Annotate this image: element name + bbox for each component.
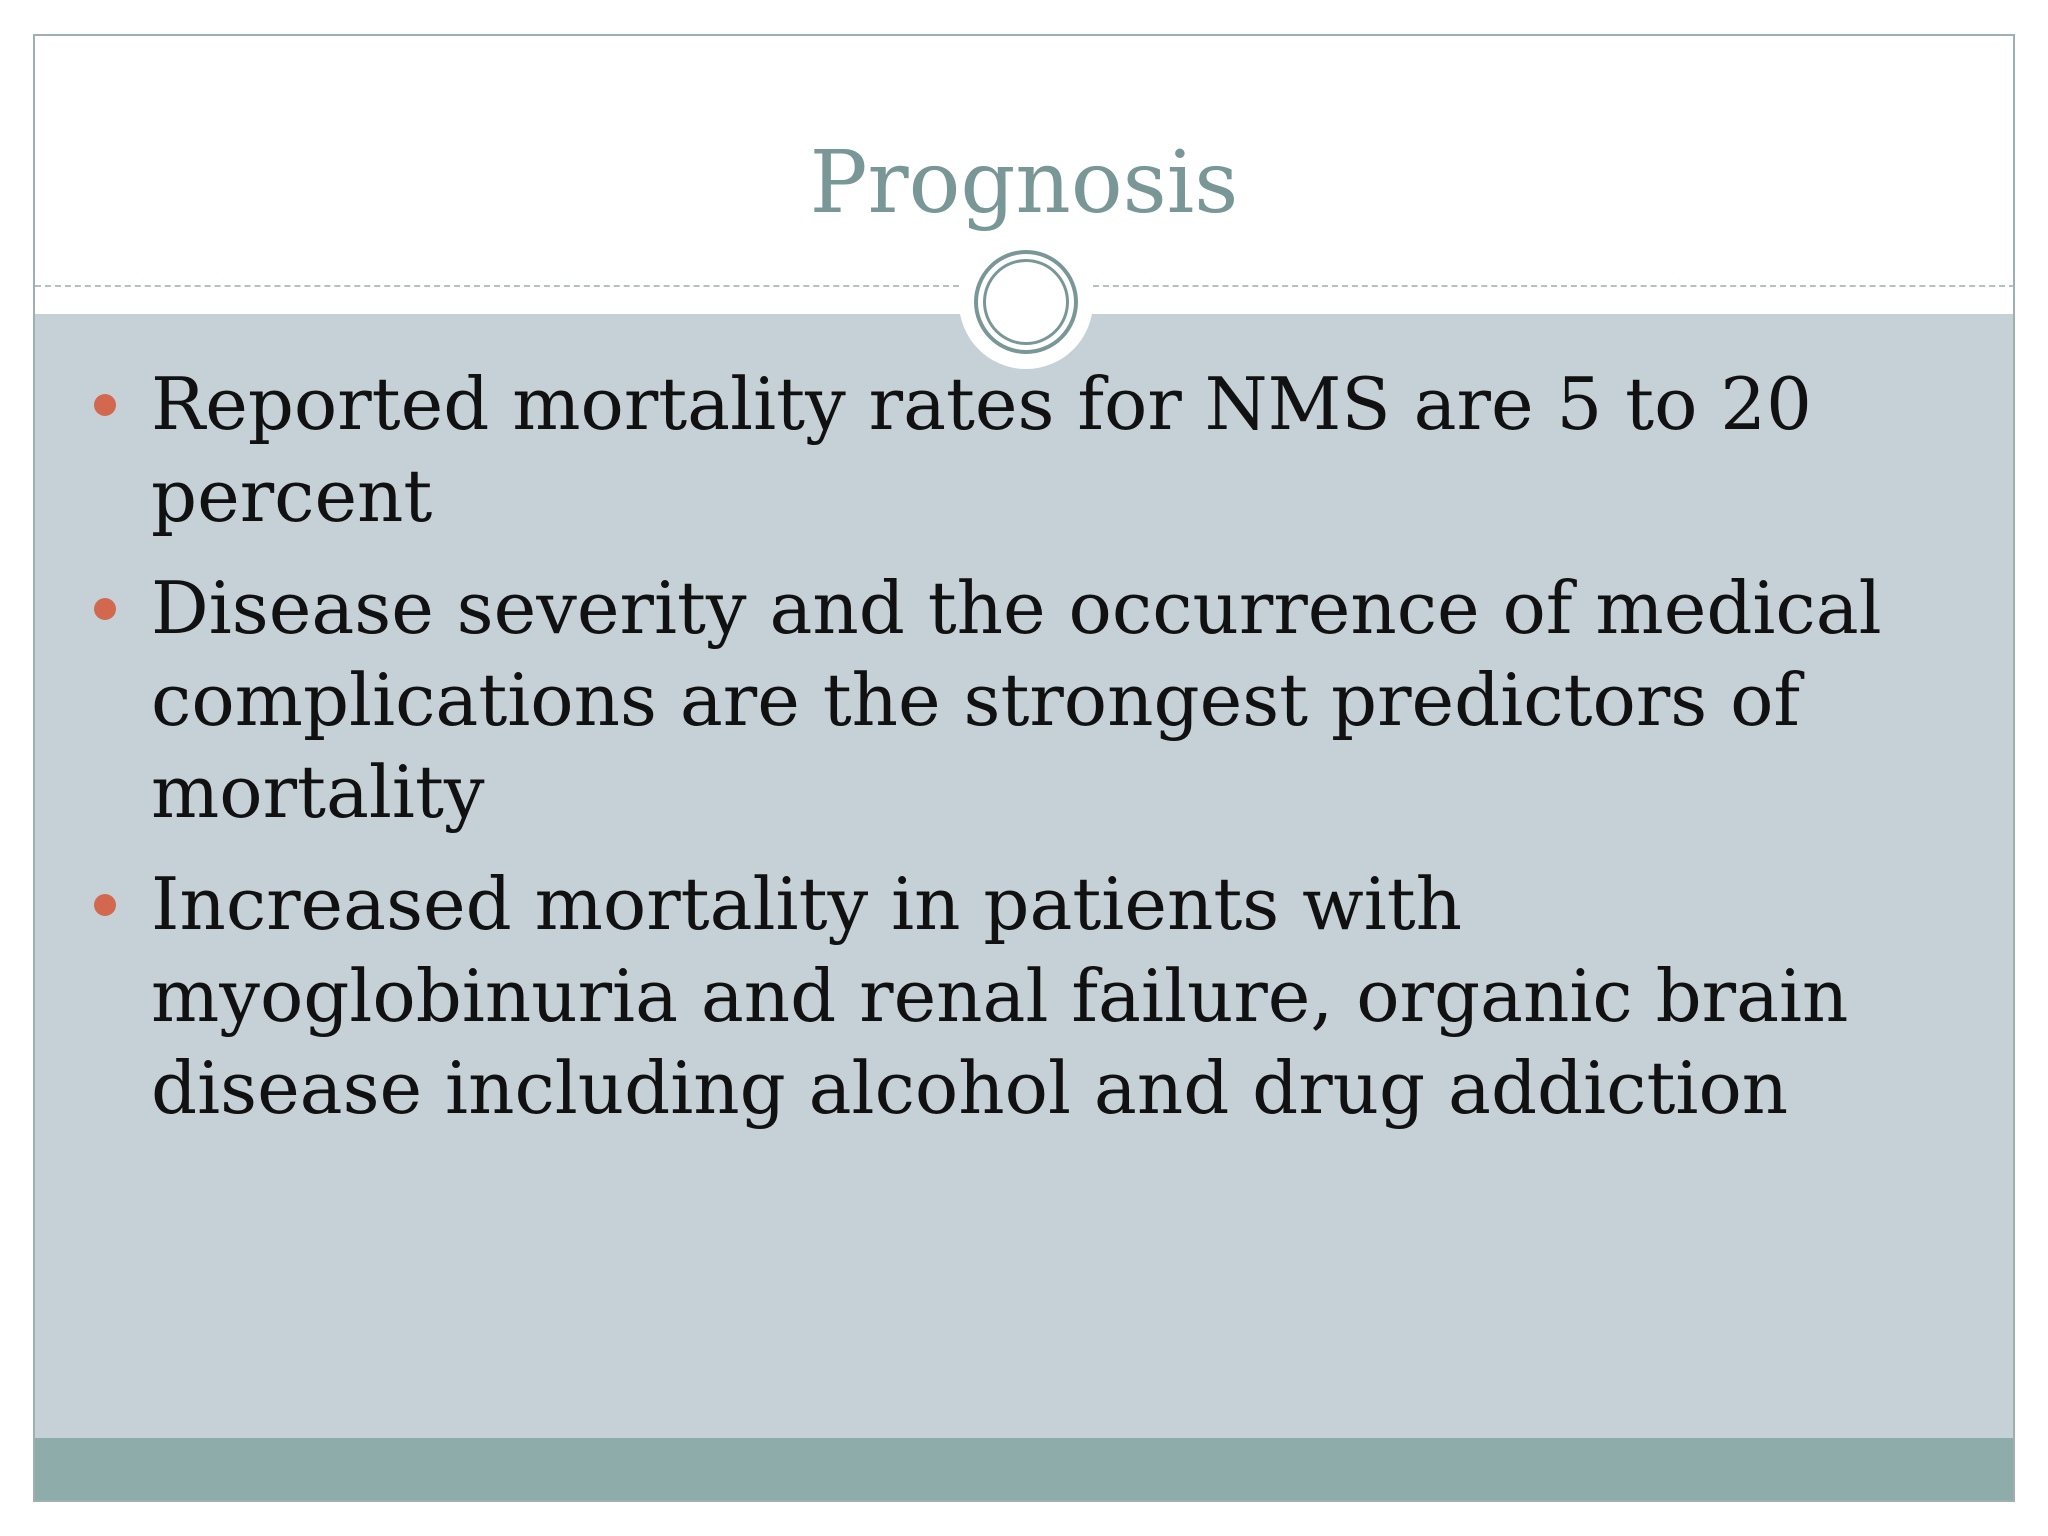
slide-title: Prognosis — [809, 133, 1239, 233]
bullet-dot-icon — [94, 894, 116, 916]
bullet-text: Reported mortality rates for NMS are 5 t… — [151, 362, 1812, 538]
double-ring-circle-icon — [974, 250, 1078, 354]
header-divider-left — [35, 285, 959, 287]
slide-body-panel — [35, 314, 2013, 1438]
bullet-list: Reported mortality rates for NMS are 5 t… — [35, 358, 2013, 1154]
slide: Prognosis Reported mortality rates for N… — [33, 34, 2015, 1502]
header-divider-right — [1093, 285, 2013, 287]
bullet-dot-icon — [94, 394, 116, 416]
footer-band — [35, 1438, 2013, 1500]
bullet-item: Disease severity and the occurrence of m… — [35, 562, 2013, 838]
bullet-text: Disease severity and the occurrence of m… — [151, 566, 1882, 834]
inner-ring-circle-icon — [983, 259, 1069, 345]
bullet-dot-icon — [94, 598, 116, 620]
bullet-text: Increased mortality in patients with myo… — [151, 862, 1849, 1130]
bullet-item: Reported mortality rates for NMS are 5 t… — [35, 358, 2013, 542]
bullet-item: Increased mortality in patients with myo… — [35, 858, 2013, 1134]
